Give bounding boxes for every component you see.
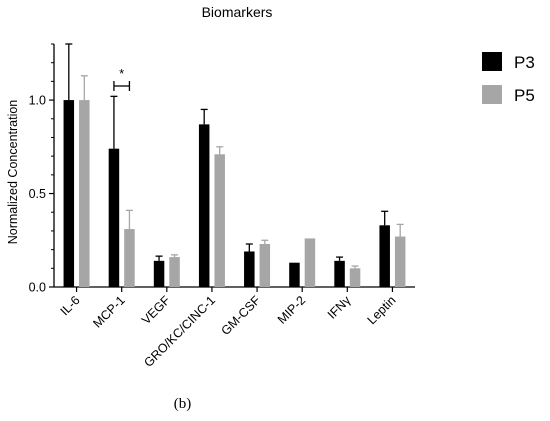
legend-label: P5 bbox=[514, 86, 535, 105]
bar-p5 bbox=[349, 268, 361, 287]
bar-p5 bbox=[124, 229, 135, 287]
x-tick-label: MIP-2 bbox=[275, 293, 309, 327]
panel-label: (b) bbox=[173, 396, 192, 412]
bar-p5 bbox=[259, 244, 271, 287]
y-tick-label: 0.5 bbox=[29, 187, 46, 201]
y-tick-label: 1.0 bbox=[29, 94, 46, 108]
x-tick-label: Leptin bbox=[365, 293, 399, 327]
x-tick-label: VEGF bbox=[139, 293, 173, 327]
bars-layer: * bbox=[63, 43, 406, 287]
significance-marker: * bbox=[119, 66, 124, 81]
legend-label: P3 bbox=[514, 53, 535, 72]
legend: P3 P5 bbox=[482, 52, 535, 105]
legend-swatch bbox=[482, 52, 502, 71]
legend-swatch bbox=[482, 85, 502, 104]
y-axis-label: Normalized Concentration bbox=[6, 100, 20, 245]
x-tick-label: IL-6 bbox=[58, 293, 83, 318]
x-tick-label: MCP-1 bbox=[90, 293, 127, 330]
bar-p5 bbox=[79, 100, 90, 287]
bar-p5 bbox=[394, 236, 406, 287]
bar-p5 bbox=[304, 238, 316, 287]
y-tick-label: 0.0 bbox=[29, 281, 46, 295]
bar-p3 bbox=[198, 124, 210, 287]
bar-p3 bbox=[63, 100, 75, 287]
bar-p3 bbox=[289, 262, 300, 287]
chart-title: Biomarkers bbox=[202, 4, 273, 20]
bar-p3 bbox=[379, 225, 390, 287]
bar-p3 bbox=[153, 260, 165, 287]
x-tick-label: IFNγ bbox=[325, 293, 354, 322]
bar-p5 bbox=[214, 154, 225, 287]
bar-p3 bbox=[108, 148, 120, 287]
bar-p3 bbox=[244, 251, 255, 287]
x-tick-label: GM-CSF bbox=[218, 293, 263, 338]
bar-p3 bbox=[334, 260, 345, 287]
bar-p5 bbox=[169, 257, 180, 287]
